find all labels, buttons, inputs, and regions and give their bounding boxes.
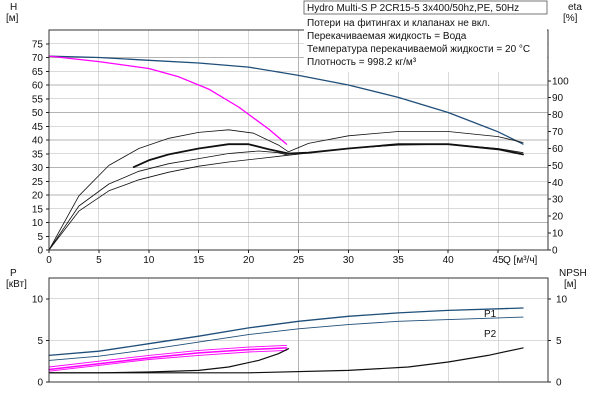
x-tick-label: 0: [46, 255, 52, 266]
y-tick-label: 0: [37, 246, 43, 257]
y-tick-label: 5: [37, 232, 43, 243]
x-tick-label: 30: [343, 255, 355, 266]
info-box-text-bg: [304, 16, 547, 72]
x-tick-label: 10: [143, 255, 155, 266]
upper-ylabel-unit: [м]: [6, 13, 19, 24]
x-tick-label: 35: [393, 255, 405, 266]
y2-tick-label: 90: [552, 93, 564, 104]
lower-ylabel-unit: [кВт]: [6, 279, 27, 290]
x-tick-label: 5: [96, 255, 102, 266]
y-tick-label: 15: [32, 204, 44, 215]
info-line: Плотность = 998.2 кг/м³: [307, 57, 417, 68]
y2-tick-label: 100: [552, 76, 569, 87]
y2-tick-label: 50: [552, 161, 564, 172]
lower-curve-4: [48, 349, 287, 372]
series-label-p2: P2: [484, 329, 497, 340]
upper-curve-2: [48, 55, 288, 145]
lower-y2label-unit: [м]: [564, 279, 577, 290]
upper-curve-3: [48, 129, 524, 251]
y2-tick-label: 40: [552, 178, 564, 189]
head-efficiency-plot: 0 5 10 15 20 25 30 35 40 45 0 5 10 15 20 25 30 35 40 45 50 55…: [6, 0, 582, 266]
power-npsh-plot: 0 5 10 0 5 10 P [кВт] NPSH [м] P1 P2: [6, 268, 587, 389]
info-box-title: Hydro Multi-S P 2CR15-5 3x400/50hz,PE, 5…: [307, 3, 519, 14]
y-tick-label: 30: [32, 163, 44, 174]
info-line: Потери на фитингах и клапанах не вкл.: [307, 17, 490, 29]
lower-curve-7: [48, 347, 524, 374]
lower-y2-tick-label: 5: [556, 336, 562, 347]
y-tick-label: 50: [32, 108, 44, 119]
y2-tick-label: 0: [552, 246, 558, 257]
x-tick-label: 40: [443, 255, 455, 266]
upper-curve-5: [48, 150, 289, 251]
upper-curve-6: [132, 143, 524, 169]
lower-plot-frame: [48, 277, 549, 383]
lower-curve-1: [48, 307, 524, 357]
y2-tick-label: 70: [552, 127, 564, 138]
lower-y-tick-label: 5: [37, 336, 43, 347]
y2-tick-label: 20: [552, 212, 564, 223]
y2-tick-label: 60: [552, 144, 564, 155]
lower-ylabel-symbol: P: [10, 268, 17, 279]
lower-curve-5: [48, 347, 288, 371]
y-tick-label: 20: [32, 191, 44, 202]
info-box-frame: [303, 0, 548, 15]
y-tick-label: 75: [32, 39, 44, 50]
y2-tick-label: 80: [552, 110, 564, 121]
info-line: Температура перекачиваемой жидкости = 20…: [307, 44, 530, 55]
y2-tick-label: 10: [552, 229, 564, 240]
info-line: Перекачиваемая жидкость = Вода: [307, 31, 467, 42]
y2-tick-label: 30: [552, 195, 564, 206]
y-tick-label: 45: [32, 122, 44, 133]
upper-y2label-symbol: eta: [568, 2, 582, 13]
upper-curve-1: [48, 55, 524, 145]
y-tick-label: 35: [32, 149, 44, 160]
y-tick-label: 55: [32, 94, 44, 105]
lower-y2-tick-label: 10: [556, 294, 568, 305]
lower-y2label-symbol: NPSH: [559, 268, 587, 279]
lower-curve-3: [48, 344, 287, 368]
x-tick-label: 15: [193, 255, 205, 266]
info-box: Hydro Multi-S P 2CR15-5 3x400/50hz,PE, 5…: [303, 0, 548, 72]
y-tick-label: 65: [32, 67, 44, 78]
lower-y-tick-label: 10: [32, 294, 44, 305]
upper-ylabel-symbol: H: [10, 2, 17, 13]
lower-y2-tick-label: 0: [556, 378, 562, 389]
upper-curve-4: [48, 143, 524, 251]
y-tick-label: 25: [32, 177, 44, 188]
y-tick-label: 70: [32, 53, 44, 64]
series-label-p1: P1: [484, 309, 497, 320]
x-tick-label: 20: [243, 255, 255, 266]
x-tick-label: 45: [493, 255, 505, 266]
y-tick-label: 40: [32, 136, 44, 147]
lower-y-tick-label: 0: [37, 378, 43, 389]
upper-y2label-unit: [%]: [563, 13, 578, 24]
lower-curve-2: [48, 316, 524, 361]
x-tick-label: 25: [293, 255, 305, 266]
x-axis-label: Q [м³/ч]: [503, 255, 538, 266]
y-tick-label: 10: [32, 218, 44, 229]
y-tick-label: 60: [32, 81, 44, 92]
